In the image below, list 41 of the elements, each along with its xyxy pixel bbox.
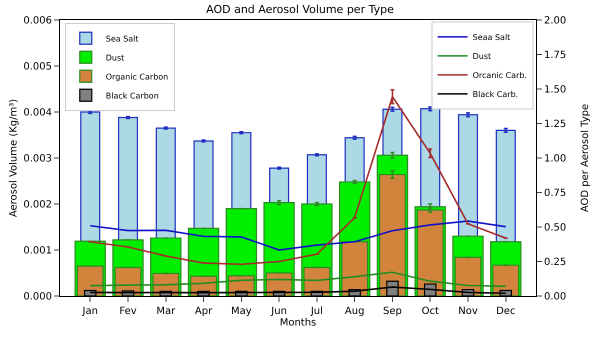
legend-label: Sea Salt (106, 34, 139, 44)
y-tick-label: 0.001 (23, 246, 52, 256)
legend-label: Seaa Salt (472, 33, 510, 42)
x-tick-label: Oct (422, 306, 439, 317)
y-tick-label: 0.005 (23, 62, 52, 72)
y2-axis-title: AOD per Aerosol Type (580, 104, 591, 212)
x-tick-label: Jan (82, 306, 98, 317)
x-tick-label: Fev (119, 306, 137, 317)
legend-label: Dust (472, 52, 492, 61)
legend-label: Orcanic Carb. (472, 71, 527, 80)
legend-label: Dust (106, 53, 124, 62)
y2-tick-label: 1.75 (544, 50, 566, 61)
x-tick-label: May (230, 306, 252, 317)
legend-label: Black Carb. (472, 90, 518, 99)
y-tick-label: 0.004 (23, 108, 52, 118)
x-axis-title: Months (280, 318, 316, 328)
y2-tick-label: 1.50 (544, 84, 566, 96)
x-tick-label: Aug (344, 306, 364, 317)
y2-tick-label: 0.75 (544, 188, 566, 199)
y-axis-title: Aerosol Volume (Kg/m³) (8, 98, 20, 218)
x-tick-label: Jul (310, 306, 323, 317)
y2-tick-label: 0.00 (544, 292, 566, 302)
x-tick-label: Jun (270, 306, 287, 317)
x-tick-label: Dec (496, 306, 516, 317)
x-tick-label: Sep (383, 306, 402, 317)
legend-label: Organic Carbon (106, 72, 168, 82)
chart-title: AOD and Aerosol Volume per Type (206, 2, 394, 16)
y-tick-label: 0.000 (23, 292, 52, 302)
y2-tick-label: 2.00 (544, 16, 566, 26)
y2-tick-label: 0.50 (544, 222, 566, 234)
x-tick-label: Nov (458, 306, 478, 317)
x-tick-label: Mar (156, 306, 176, 317)
y2-tick-label: 0.25 (544, 257, 566, 268)
y-tick-label: 0.003 (23, 154, 52, 164)
legend-label: Black Carbon (106, 91, 159, 100)
y2-tick-label: 1.25 (544, 119, 566, 130)
y2-tick-label: 1.00 (544, 154, 566, 164)
y-tick-label: 0.002 (23, 200, 52, 210)
x-tick-label: Apr (194, 306, 214, 317)
y-tick-label: 0.006 (23, 16, 52, 26)
line-series (89, 220, 507, 251)
